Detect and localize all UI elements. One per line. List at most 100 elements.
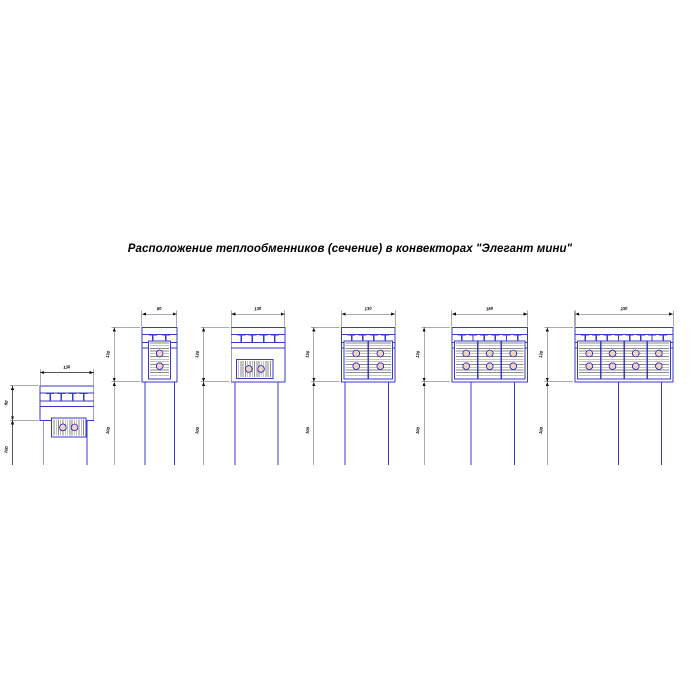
dim-label-height: 130 xyxy=(538,350,544,358)
pipe-group xyxy=(59,423,79,432)
pipe-circle xyxy=(70,423,79,432)
pipe-circle xyxy=(585,349,594,358)
pipe-circle xyxy=(485,362,494,370)
pipe-circle xyxy=(585,362,594,370)
fin-group xyxy=(238,360,271,378)
dim-arrow-d-top xyxy=(202,381,206,386)
dim-arrow-left xyxy=(575,312,580,316)
dim-arrow-left xyxy=(40,370,45,375)
dim-label-depth: 100 xyxy=(415,426,421,434)
cabinet-outline xyxy=(39,385,95,421)
dim-arrow-right xyxy=(391,312,396,316)
dim-arrow-d-top xyxy=(10,420,15,425)
heat-exchanger-outline xyxy=(50,417,87,438)
dim-arrow-left xyxy=(451,312,456,316)
pipe-group xyxy=(585,349,663,370)
pipe-group xyxy=(352,349,385,370)
heat-exchanger-block xyxy=(148,340,172,380)
dim-arrow-h-bottom xyxy=(202,377,206,382)
heat-exchanger-outline xyxy=(453,340,526,380)
dim-arrow-d-top xyxy=(112,381,116,386)
pipe-circle xyxy=(485,349,494,358)
dim-arrow-h-top xyxy=(112,327,116,332)
diagram-4: 1301301002 то xyxy=(304,306,396,465)
dim-arrow-d-top xyxy=(545,381,549,386)
dim-label-width: 130 xyxy=(364,306,372,312)
cabinet-outline xyxy=(451,326,529,383)
heat-exchanger-outline xyxy=(577,340,672,380)
dim-label-height: 130 xyxy=(304,350,310,358)
dim-label-width: 230 xyxy=(619,306,628,312)
dim-arrow-h-bottom xyxy=(545,377,549,382)
pipe-circle xyxy=(655,362,663,370)
pipe-circle xyxy=(462,349,471,358)
pipe-group xyxy=(155,349,164,370)
pipe-circle xyxy=(509,362,518,370)
dim-arrow-left xyxy=(141,312,146,316)
dim-arrow-h-top xyxy=(545,327,549,332)
pipe-circle xyxy=(352,349,361,358)
pipe-circle xyxy=(244,365,253,373)
pipe-circle xyxy=(655,349,663,358)
pipe-group xyxy=(244,365,265,373)
dim-arrow-h-top xyxy=(10,385,15,390)
dim-label-depth: 100 xyxy=(105,426,111,434)
dim-label-depth: 100 xyxy=(538,426,544,434)
page-title: Расположение теплообменников (сечение) в… xyxy=(127,243,573,255)
pipe-circle xyxy=(257,365,265,373)
pipe-circle xyxy=(376,349,385,358)
pipe-circle xyxy=(376,362,385,370)
dim-arrow-h-top xyxy=(422,327,426,332)
dim-label-depth: 100 xyxy=(194,426,200,434)
cabinet-outline xyxy=(341,326,396,383)
diagram-1: 130801001 то xyxy=(3,364,95,465)
pipe-circle xyxy=(462,362,471,370)
heat-exchanger-outline xyxy=(343,340,393,380)
dim-arrow-h-bottom xyxy=(422,377,426,382)
diagram-6: 2301301004 то xyxy=(538,306,674,465)
dim-arrow-right xyxy=(280,312,285,316)
dim-label-width: 130 xyxy=(254,306,262,312)
heat-exchanger-outline xyxy=(236,359,274,379)
cabinet-outline xyxy=(230,326,286,383)
dim-arrow-right xyxy=(89,370,94,375)
dim-label-height: 130 xyxy=(415,350,421,358)
dim-arrow-d-top xyxy=(312,381,316,386)
diagram-5: 1801301003 то xyxy=(415,306,529,465)
pipe-circle xyxy=(631,362,640,370)
dim-label-depth: 100 xyxy=(3,445,9,453)
pipe-circle xyxy=(155,349,164,358)
dim-label-depth: 100 xyxy=(304,426,310,434)
cabinet-outline xyxy=(574,326,674,383)
dim-label-width: 180 xyxy=(486,306,494,312)
dim-arrow-h-bottom xyxy=(312,377,316,382)
dim-arrow-right xyxy=(669,312,674,316)
heat-exchanger-block xyxy=(453,340,526,380)
dim-label-height: 130 xyxy=(194,350,200,358)
dim-label-width: 80 xyxy=(156,306,162,312)
convector-sections-diagram: 130801001 то801301001 то1301301001 то130… xyxy=(3,306,674,465)
dim-arrow-right xyxy=(523,312,528,316)
pipe-circle xyxy=(631,349,640,358)
dim-label-height: 80 xyxy=(3,399,9,405)
pipe-circle xyxy=(59,423,67,432)
dim-arrow-left xyxy=(231,312,236,316)
pipe-circle xyxy=(352,362,361,370)
dim-arrow-h-bottom xyxy=(10,416,15,421)
dim-arrow-left xyxy=(341,312,346,316)
heat-exchanger-outline xyxy=(148,340,172,380)
diagram-strip: 130801001 то801301001 то1301301001 то130… xyxy=(0,285,700,465)
pipe-circle xyxy=(608,349,617,358)
pipe-circle xyxy=(509,349,518,358)
cabinet-outline xyxy=(141,326,178,383)
dim-arrow-right xyxy=(172,312,177,316)
dim-label-height: 130 xyxy=(105,350,111,358)
pipe-circle xyxy=(155,362,164,370)
pipe-group xyxy=(462,349,518,370)
dim-arrow-h-top xyxy=(202,327,206,332)
dim-label-width: 130 xyxy=(63,364,71,370)
dim-arrow-h-top xyxy=(312,327,316,332)
pipe-circle xyxy=(608,362,617,370)
